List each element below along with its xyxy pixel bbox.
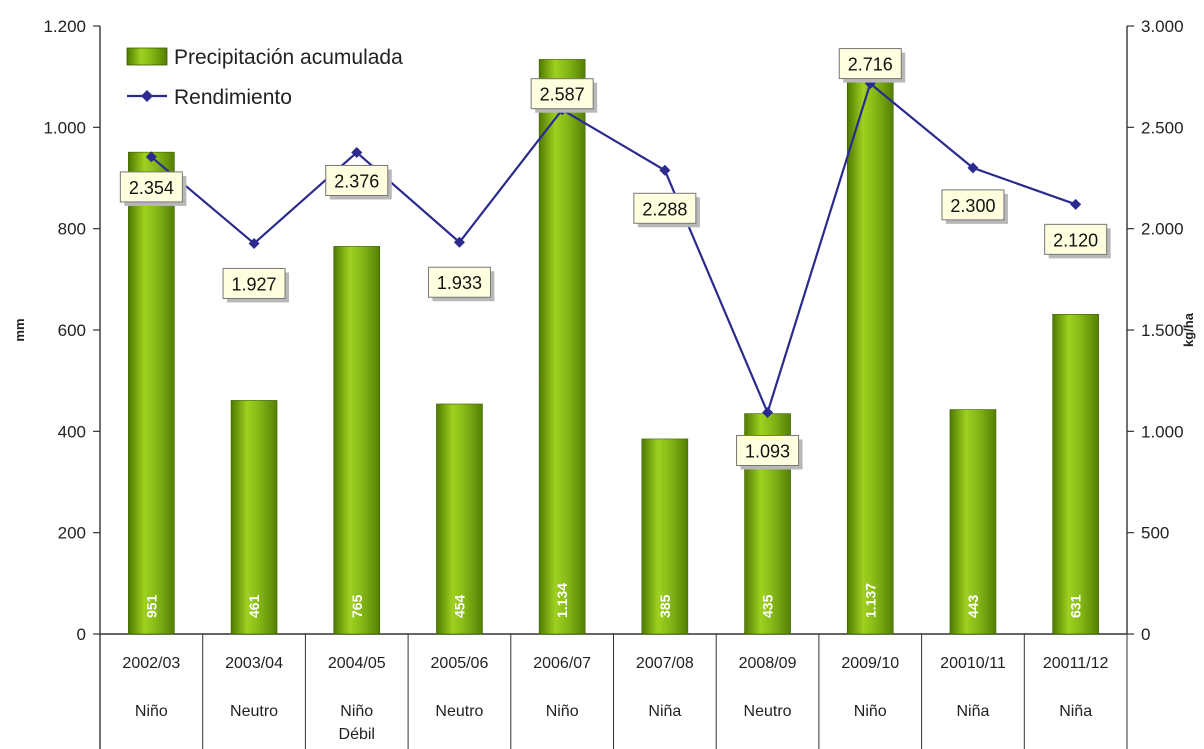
left-tick-label: 0 — [77, 625, 86, 644]
data-labels: 2.354 1.927 2.376 1.933 2.587 2.288 1.093 2.716… — [119, 48, 1111, 470]
bar — [333, 246, 381, 635]
bar-value-label: 631 — [1068, 594, 1084, 618]
right-tick-label: 0 — [1141, 625, 1150, 644]
left-tick-label: 200 — [58, 524, 86, 543]
right-tick-label: 1.000 — [1141, 422, 1184, 441]
bar — [128, 151, 175, 635]
phase-label: Niña — [956, 703, 989, 720]
phase-label: Niña — [1059, 703, 1092, 720]
y2-axis-title: kg/ha — [1181, 312, 1196, 347]
line-point — [145, 151, 157, 163]
left-tick-label: 800 — [58, 220, 86, 239]
line-path — [150, 81, 1077, 416]
category-label: 2002/03 — [122, 655, 180, 672]
category-label: 2006/07 — [533, 655, 591, 672]
phase-label: Neutro — [230, 703, 278, 720]
left-tick-label: 1.000 — [43, 118, 86, 137]
point-label-box — [222, 267, 286, 299]
phase-label: Neutro — [744, 703, 792, 720]
category-label: 2005/06 — [431, 655, 489, 672]
left-tick-label: 600 — [58, 321, 86, 340]
bar-value-label: 435 — [760, 594, 776, 618]
line-point — [762, 406, 774, 418]
bar-value-label: 454 — [451, 594, 467, 618]
right-tick-label: 2.500 — [1141, 118, 1184, 137]
point-label-box — [838, 48, 902, 80]
bar — [230, 400, 278, 635]
left-tick-label: 1.200 — [43, 17, 86, 36]
line-point — [967, 162, 979, 174]
right-tick-label: 3.000 — [1141, 17, 1184, 36]
point-value-label: 1.933 — [437, 273, 482, 293]
y-axis-title: mm — [12, 318, 27, 341]
phase-label: Niño — [854, 703, 887, 720]
point-value-label: 2.587 — [540, 85, 585, 105]
bar-series: 951 461 765 454 1.134 385 435 1.137 443 631 — [128, 57, 1099, 635]
legend-bar-label: Precipitación acumulada — [174, 46, 403, 69]
category-label: 20011/12 — [1043, 655, 1109, 672]
bar — [846, 57, 894, 635]
bar-value-label: 1.134 — [554, 583, 570, 618]
line-point — [1070, 198, 1082, 210]
point-label-box — [427, 266, 491, 298]
axes: 0 200 400 600 800 1.000 1.200 0 500 1.000 1.500 2.0… — [12, 17, 1196, 749]
point-label-box — [941, 189, 1005, 221]
right-tick-label: 1.500 — [1141, 321, 1184, 340]
line-point — [453, 236, 465, 248]
bar-value-label: 951 — [143, 594, 159, 618]
legend: Precipitación acumulada Rendimiento — [126, 46, 403, 109]
point-label-box — [119, 171, 183, 203]
bar — [641, 438, 689, 635]
category-label: 2007/08 — [636, 655, 694, 672]
phase-label: Niña — [648, 703, 681, 720]
bar — [1052, 313, 1099, 635]
point-label-box — [633, 192, 697, 224]
left-tick-label: 400 — [58, 422, 86, 441]
line-point — [351, 146, 363, 158]
point-value-label: 2.300 — [950, 196, 995, 216]
bar-value-label: 443 — [965, 594, 981, 618]
phase-label: Niño Débil — [339, 703, 375, 743]
point-value-label: 1.093 — [745, 441, 790, 461]
point-value-label: 2.288 — [642, 199, 687, 219]
line-point — [248, 237, 260, 249]
category-label: 2003/04 — [225, 655, 283, 672]
bar-value-label: 1.137 — [862, 583, 878, 618]
category-label: 20010/11 — [940, 655, 1006, 672]
bar-value-label: 765 — [349, 594, 365, 618]
right-tick-label: 2.000 — [1141, 220, 1184, 239]
legend-line-label: Rendimiento — [174, 86, 292, 109]
point-value-label: 2.120 — [1053, 230, 1098, 250]
phase-label: Niño — [135, 703, 168, 720]
line-series — [145, 78, 1082, 418]
bar-value-label: 461 — [246, 594, 262, 618]
point-label-box — [736, 434, 800, 466]
point-label-box — [530, 78, 594, 110]
category-label: 2008/09 — [739, 655, 797, 672]
point-value-label: 2.376 — [334, 171, 379, 191]
bar — [538, 59, 586, 635]
line-point — [659, 164, 671, 176]
legend-line-marker — [141, 90, 153, 102]
bar — [949, 409, 997, 635]
phase-label: Neutro — [435, 703, 483, 720]
point-label-box — [325, 164, 389, 196]
bar-value-label: 385 — [657, 594, 673, 618]
point-value-label: 1.927 — [232, 274, 277, 294]
category-label: 2009/10 — [841, 655, 899, 672]
category-label: 2004/05 — [328, 655, 386, 672]
point-label-box — [1044, 223, 1108, 255]
legend-bar-swatch — [126, 47, 168, 66]
right-tick-label: 500 — [1141, 524, 1169, 543]
point-value-label: 2.354 — [129, 178, 174, 198]
point-value-label: 2.716 — [848, 55, 893, 75]
bar — [436, 403, 483, 635]
phase-label: Niño — [546, 703, 579, 720]
